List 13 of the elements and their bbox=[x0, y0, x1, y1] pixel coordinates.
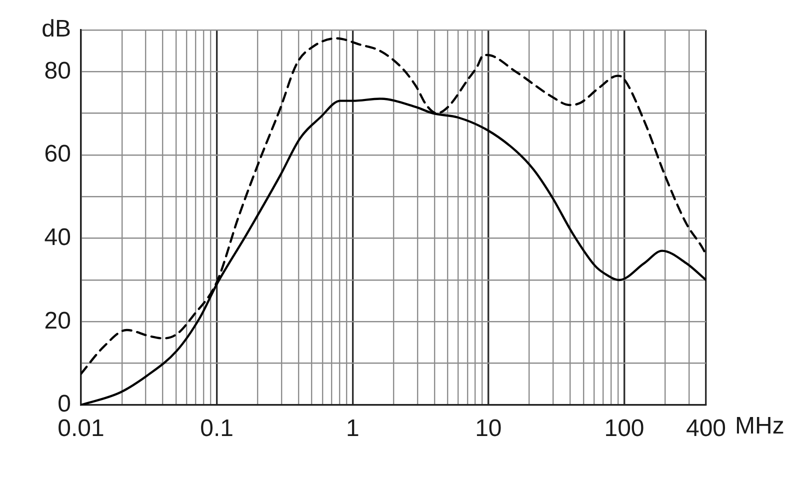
x-tick-label: 100 bbox=[604, 415, 644, 442]
y-tick-label: 80 bbox=[44, 57, 71, 84]
y-tick-label: 40 bbox=[44, 224, 71, 251]
x-tick-label: 1 bbox=[346, 415, 360, 442]
y-tick-label: 20 bbox=[44, 307, 71, 334]
x-tick-label: 0.01 bbox=[58, 415, 104, 442]
y-axis-title: dB bbox=[42, 16, 71, 43]
x-tick-label: 10 bbox=[475, 415, 502, 442]
x-tick-label: 400 bbox=[686, 415, 726, 442]
x-tick-label: 0.1 bbox=[200, 415, 234, 442]
y-tick-label: 0 bbox=[58, 390, 71, 418]
y-tick-label: 60 bbox=[44, 140, 71, 168]
x-axis-title: MHz bbox=[735, 412, 784, 440]
